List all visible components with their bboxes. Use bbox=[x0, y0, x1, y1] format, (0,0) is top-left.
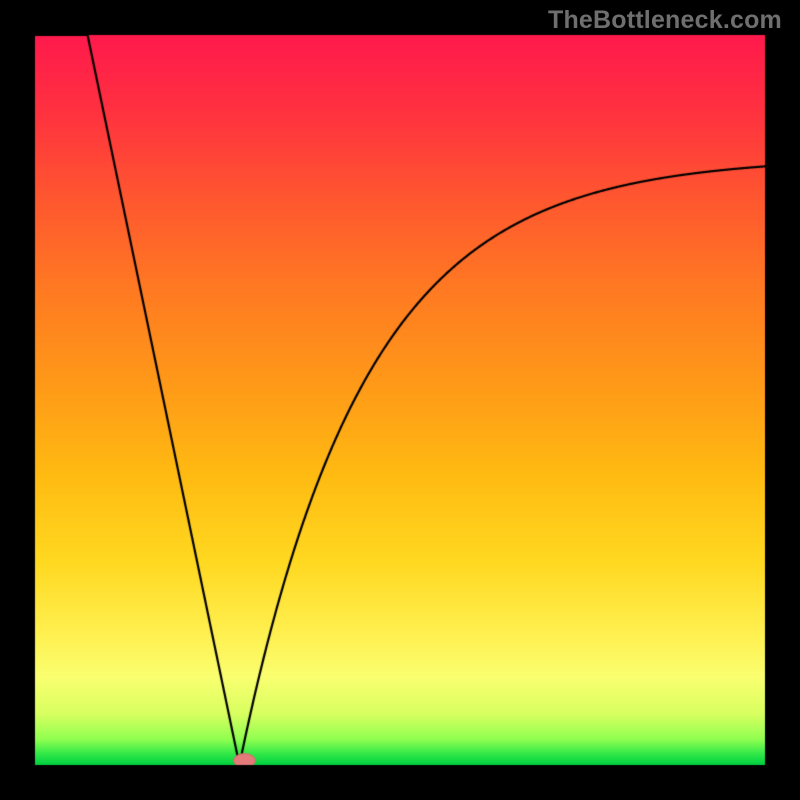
chart-stage: TheBottleneck.com bbox=[0, 0, 800, 800]
watermark-text: TheBottleneck.com bbox=[548, 6, 782, 35]
bottleneck-chart-canvas bbox=[0, 0, 800, 800]
